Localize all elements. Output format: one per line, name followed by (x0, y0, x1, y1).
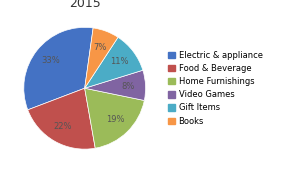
Wedge shape (85, 88, 144, 148)
Text: 8%: 8% (122, 82, 135, 91)
Text: 7%: 7% (93, 43, 107, 52)
Text: 11%: 11% (110, 57, 129, 66)
Title: 2015: 2015 (69, 0, 100, 10)
Wedge shape (28, 88, 95, 149)
Wedge shape (85, 37, 143, 88)
Text: 33%: 33% (41, 56, 60, 65)
Legend: Electric & appliance, Food & Beverage, Home Furnishings, Video Games, Gift Items: Electric & appliance, Food & Beverage, H… (168, 51, 263, 126)
Text: 22%: 22% (54, 122, 72, 131)
Wedge shape (85, 70, 146, 101)
Wedge shape (85, 28, 118, 88)
Text: 19%: 19% (106, 115, 124, 124)
Wedge shape (24, 27, 93, 110)
